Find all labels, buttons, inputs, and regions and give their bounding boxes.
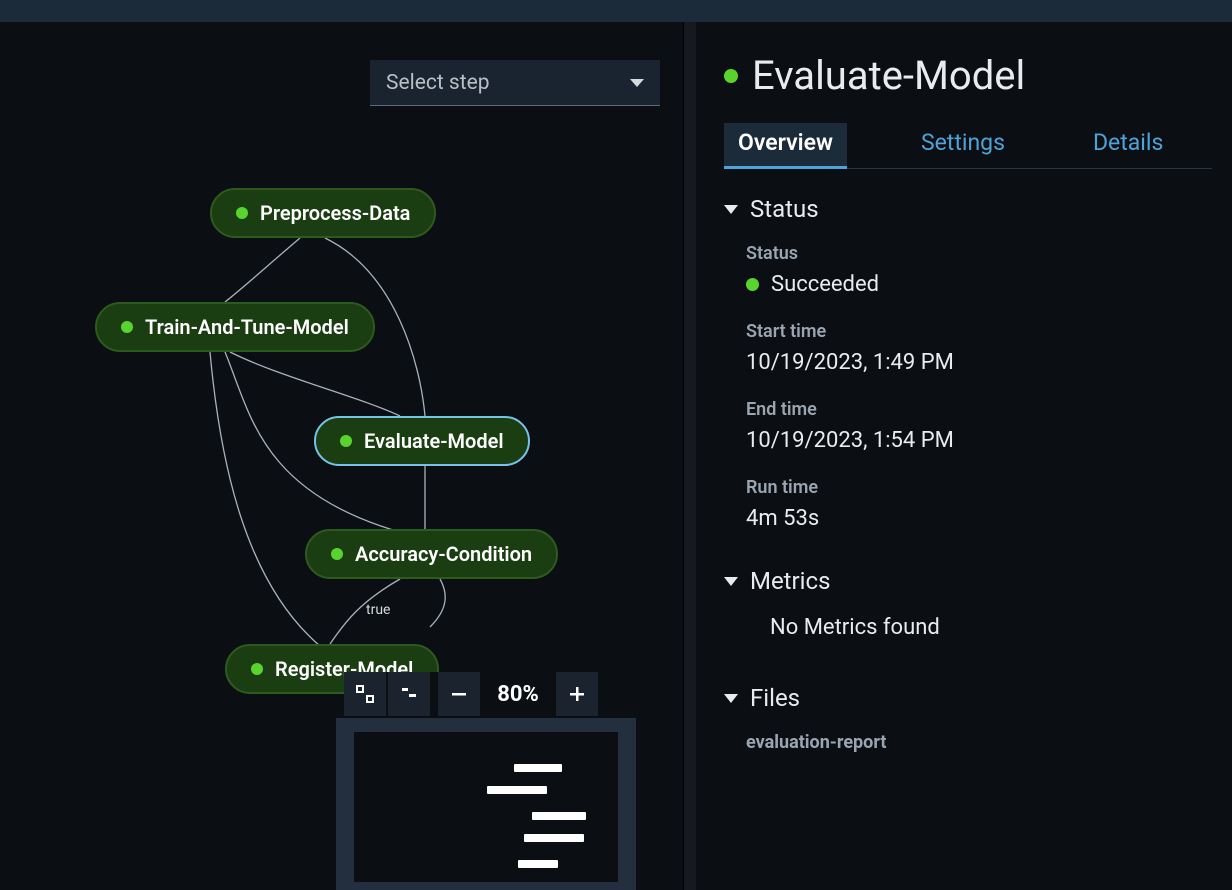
end-time-value: 10/19/2023, 1:54 PM (746, 428, 1212, 453)
status-dot-icon (236, 207, 248, 219)
status-dot-icon (331, 548, 343, 560)
start-time-label: Start time (746, 321, 1212, 342)
node-label: Train-And-Tune-Model (145, 315, 349, 339)
section-files-header[interactable]: Files (724, 684, 1212, 712)
plus-icon (568, 685, 586, 703)
minimap-canvas (354, 732, 618, 882)
status-dot-icon (251, 663, 263, 675)
node-preprocess-data[interactable]: Preprocess-Data (210, 188, 436, 238)
tab-details[interactable]: Details (1079, 123, 1177, 168)
run-time-label: Run time (746, 477, 1212, 498)
section-title: Status (750, 195, 819, 223)
status-dot-icon (121, 321, 133, 333)
status-dot-icon (746, 278, 759, 291)
panel-title: Evaluate-Model (724, 52, 1212, 99)
node-label: Accuracy-Condition (355, 542, 532, 566)
section-status-body: Status Succeeded Start time 10/19/2023, … (724, 243, 1212, 531)
edge-label-true: true (366, 602, 390, 618)
minimap[interactable] (336, 718, 636, 890)
chevron-down-icon (724, 694, 738, 703)
section-status-header[interactable]: Status (724, 195, 1212, 223)
section-metrics-header[interactable]: Metrics (724, 567, 1212, 595)
chevron-down-icon (630, 79, 644, 87)
panel-title-text: Evaluate-Model (752, 52, 1025, 99)
files-item: evaluation-report (746, 732, 1212, 753)
chevron-down-icon (724, 577, 738, 586)
section-title: Metrics (750, 567, 830, 595)
chevron-down-icon (724, 205, 738, 214)
layout-button[interactable] (388, 672, 430, 716)
zoom-out-button[interactable] (438, 672, 480, 716)
zoom-level: 80% (482, 672, 554, 716)
node-evaluate-model[interactable]: Evaluate-Model (314, 416, 530, 466)
status-label: Status (746, 243, 1212, 264)
tab-settings[interactable]: Settings (907, 123, 1019, 168)
top-bar (0, 0, 1232, 22)
run-time-value: 4m 53s (746, 506, 1212, 531)
pipeline-graph-panel: Select step (0, 22, 684, 890)
pipeline-graph[interactable]: Preprocess-Data Train-And-Tune-Model Eva… (0, 162, 680, 722)
node-label: Evaluate-Model (364, 429, 504, 453)
tab-overview[interactable]: Overview (724, 123, 847, 169)
zoom-toolbar: 80% (344, 672, 598, 716)
details-panel: Evaluate-Model Overview Settings Details… (684, 22, 1232, 890)
metrics-empty: No Metrics found (770, 615, 1212, 640)
minus-icon (450, 685, 468, 703)
step-select-dropdown[interactable]: Select step (370, 60, 660, 106)
node-accuracy-condition[interactable]: Accuracy-Condition (305, 529, 558, 579)
node-train-and-tune[interactable]: Train-And-Tune-Model (95, 302, 375, 352)
zoom-in-button[interactable] (556, 672, 598, 716)
start-time-value: 10/19/2023, 1:49 PM (746, 350, 1212, 375)
layout-icon (399, 684, 419, 704)
status-dot-icon (340, 435, 352, 447)
fit-screen-button[interactable] (344, 672, 386, 716)
status-dot-icon (724, 69, 738, 83)
step-select-placeholder: Select step (386, 71, 490, 95)
fit-icon (355, 684, 375, 704)
end-time-label: End time (746, 399, 1212, 420)
status-value: Succeeded (746, 272, 1212, 297)
section-title: Files (750, 684, 800, 712)
node-label: Preprocess-Data (260, 201, 410, 225)
tabs: Overview Settings Details (724, 123, 1212, 169)
